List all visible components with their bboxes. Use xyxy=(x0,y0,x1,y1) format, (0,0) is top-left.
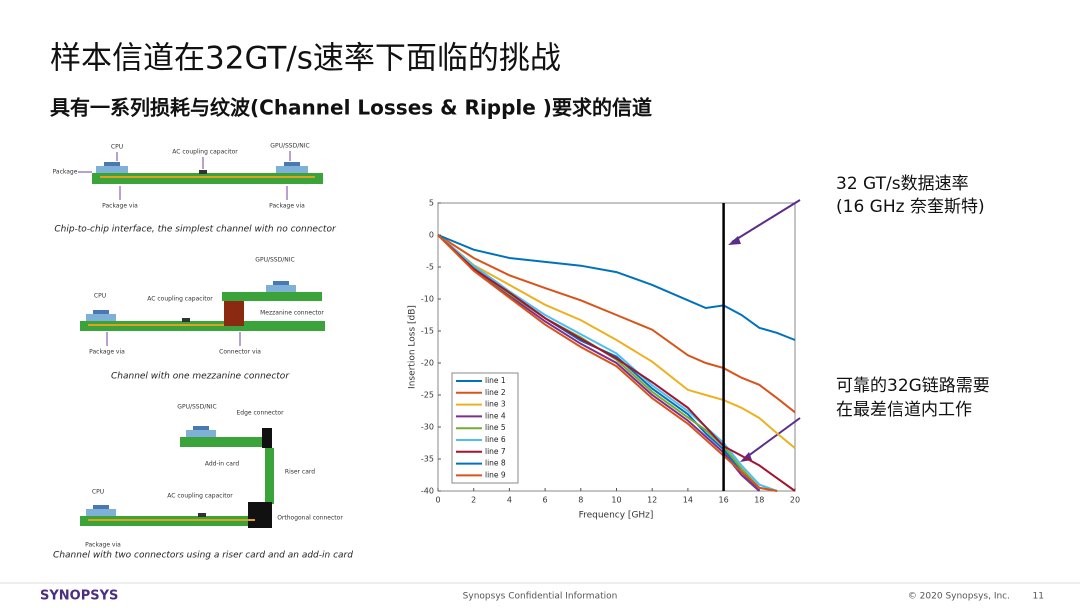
series-line xyxy=(437,234,796,341)
y-tick-label: 5 xyxy=(429,199,434,208)
diagram-label: Mezzanine connector xyxy=(260,310,324,317)
diagram-label: Connector via xyxy=(219,349,261,356)
y-tick-label: 0 xyxy=(429,231,434,240)
subtitle: 具有一系列损耗与纹波(Channel Losses & Ripple )要求的信… xyxy=(50,96,652,120)
diagram-label: Package via xyxy=(102,203,138,210)
legend-label: line 4 xyxy=(485,411,506,420)
diagram-label: GPU/SSD/NIC xyxy=(255,257,294,264)
x-tick-label: 8 xyxy=(578,496,583,505)
series-line xyxy=(437,234,760,492)
diagram-3 xyxy=(80,426,274,528)
annotation: 在最差信道内工作 xyxy=(836,400,972,420)
x-axis-label: Frequency [GHz] xyxy=(579,511,654,521)
diagram-label: CPU xyxy=(94,293,106,300)
annotation: (16 GHz 奈奎斯特) xyxy=(836,197,985,217)
y-tick-label: -40 xyxy=(421,487,434,496)
y-tick-label: -30 xyxy=(421,423,434,432)
diagram-label: Package via xyxy=(89,349,125,356)
x-tick-label: 6 xyxy=(543,496,548,505)
diagram-caption: Chip-to-chip interface, the simplest cha… xyxy=(54,225,337,235)
series-line xyxy=(437,234,778,492)
logo: SYNOPSYS xyxy=(40,589,118,604)
diagram-caption: Channel with two connectors using a rise… xyxy=(53,551,353,561)
diagram-label: Package via xyxy=(85,542,121,549)
annotation: 可靠的32G链路需要 xyxy=(836,376,990,396)
diagram-label: AC coupling capacitor xyxy=(147,296,213,303)
diagram-label: CPU xyxy=(111,144,123,151)
legend-label: line 2 xyxy=(485,388,506,397)
x-tick-label: 18 xyxy=(754,496,764,505)
legend: line 1 line 2 line 3 line 4 line 5 line 6 line… xyxy=(451,372,519,484)
series-line xyxy=(437,234,778,492)
legend-label: line 7 xyxy=(485,447,506,456)
y-tick-label: -15 xyxy=(421,327,434,336)
x-tick-label: 2 xyxy=(471,496,476,505)
copyright: © 2020 Synopsys, Inc. xyxy=(908,592,1010,602)
diagram-label: AC coupling capacitor xyxy=(172,149,238,156)
series-line xyxy=(437,234,796,414)
page-number: 11 xyxy=(1033,592,1044,602)
legend-label: line 5 xyxy=(485,423,506,432)
x-tick-label: 0 xyxy=(435,496,440,505)
diagram-2 xyxy=(80,281,325,346)
legend-label: line 1 xyxy=(485,376,506,385)
arrow xyxy=(743,417,801,460)
diagram-label: Package xyxy=(53,169,78,176)
diagram-label: Riser card xyxy=(285,469,315,476)
x-tick-label: 20 xyxy=(790,496,800,505)
diagram-label: CPU xyxy=(92,489,104,496)
arrow xyxy=(731,199,801,243)
diagram-label: Orthogonal connector xyxy=(277,515,343,522)
diagram-label: Add-in card xyxy=(205,461,239,468)
x-tick-label: 10 xyxy=(611,496,621,505)
series-line xyxy=(437,234,796,492)
diagram-label: Package via xyxy=(269,203,305,210)
legend-label: line 6 xyxy=(485,435,506,444)
diagram-caption: Channel with one mezzanine connector xyxy=(111,372,290,382)
y-tick-label: -20 xyxy=(421,359,434,368)
x-tick-label: 14 xyxy=(683,496,693,505)
y-axis-label: Insertion Loss [dB] xyxy=(408,305,418,389)
series-line xyxy=(437,234,778,492)
diagram-label: GPU/SSD/NIC xyxy=(177,404,216,411)
diagram-label: Edge connector xyxy=(236,410,284,417)
arrow-head xyxy=(728,236,741,245)
legend-label: line 3 xyxy=(485,400,506,409)
y-tick-label: -10 xyxy=(421,295,434,304)
diagram-label: GPU/SSD/NIC xyxy=(270,143,309,150)
footer-text: Synopsys Confidential Information xyxy=(463,592,618,602)
x-tick-label: 4 xyxy=(507,496,512,505)
diagram-label: AC coupling capacitor xyxy=(167,493,233,500)
y-tick-label: -5 xyxy=(426,263,434,272)
series-line xyxy=(437,234,796,449)
y-tick-label: -25 xyxy=(421,391,434,400)
x-tick-label: 16 xyxy=(719,496,729,505)
legend-label: line 9 xyxy=(485,470,506,479)
y-tick-label: -35 xyxy=(421,455,434,464)
x-tick-label: 12 xyxy=(647,496,657,505)
title: 样本信道在32GT/s速率下面临的挑战 xyxy=(50,41,561,77)
legend-label: line 8 xyxy=(485,459,506,468)
diagram-1 xyxy=(78,151,323,200)
annotation: 32 GT/s数据速率 xyxy=(836,174,969,194)
